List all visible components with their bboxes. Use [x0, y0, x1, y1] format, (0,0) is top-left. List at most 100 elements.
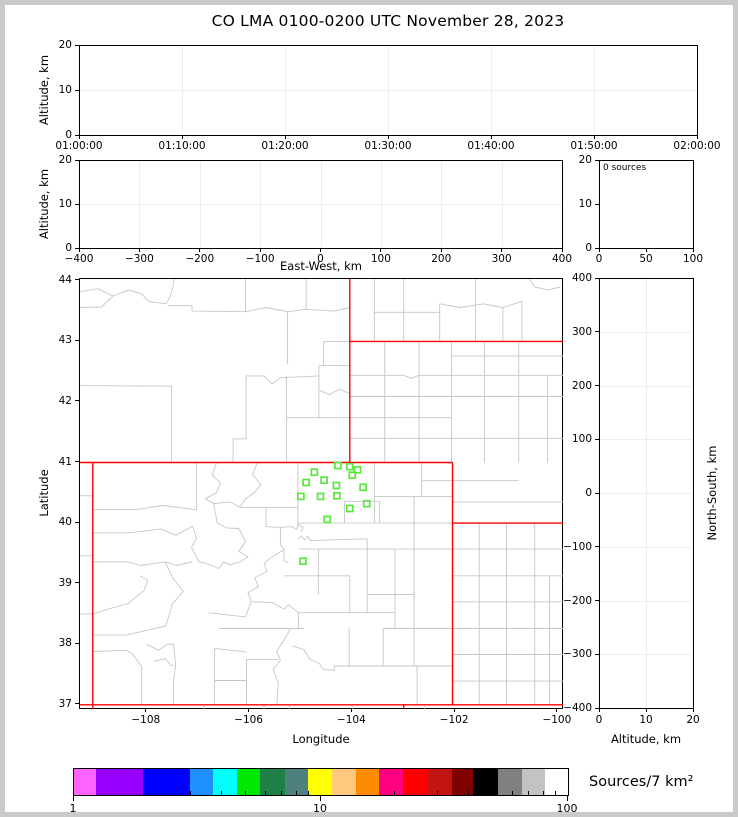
colorbar-minor-tick: [281, 791, 283, 795]
lma-source-marker: [302, 478, 310, 487]
colorbar-segment: [428, 769, 453, 795]
x-tick-label: 01:50:00: [570, 140, 618, 152]
colorbar-segment: [378, 769, 404, 795]
county-boundary: [349, 374, 563, 379]
lma-source-marker: [320, 476, 328, 484]
lma-source-marker: [310, 468, 319, 477]
y-tick-label: 100: [571, 433, 592, 446]
lma-source-marker: [316, 492, 325, 501]
x-tick-label: −400: [64, 253, 94, 265]
x-tick: [501, 248, 503, 252]
colorbar-segment: [189, 769, 213, 795]
lma-figure: CO LMA 0100-0200 UTC November 28, 2023 A…: [5, 5, 733, 815]
x-tick-label: 01:00:00: [55, 140, 103, 152]
colorbar-minor-tick: [555, 791, 557, 795]
x-tick-label: −100: [542, 714, 572, 726]
county-boundary: [251, 601, 299, 614]
map-panel: [79, 278, 563, 709]
county-boundary: [167, 305, 246, 313]
y-tick-label: 0: [585, 487, 592, 499]
gridline: [600, 331, 692, 333]
y-tick-label: 10: [58, 198, 72, 210]
colorbar-minor-tick: [146, 791, 148, 795]
county-boundary: [292, 645, 335, 671]
y-tick: [595, 277, 599, 279]
y-tick: [595, 600, 599, 601]
county-boundary: [247, 549, 285, 602]
y-tick-label: −400: [563, 702, 592, 714]
lma-source-marker: [332, 481, 341, 490]
county-boundary: [279, 527, 289, 563]
x-tick: [248, 708, 250, 712]
county-boundary: [125, 649, 143, 705]
y-tick: [595, 707, 599, 709]
y-tick-label: 40: [58, 516, 72, 529]
county-boundary: [208, 601, 252, 618]
colorbar-segment: [332, 769, 357, 795]
colorbar-segment: [284, 769, 309, 795]
county-boundary: [272, 628, 292, 705]
colorbar-minor-tick: [542, 791, 544, 795]
x-tick: [440, 248, 442, 252]
y-tick: [75, 247, 79, 249]
gridline: [600, 385, 692, 387]
county-boundary: [146, 643, 174, 651]
lma-source-marker: [345, 504, 354, 513]
colorbar-segment: [356, 769, 379, 795]
county-boundary: [92, 505, 197, 511]
county-boundary: [239, 462, 262, 508]
colorbar-minor-tick: [437, 791, 439, 795]
y-tick: [75, 159, 79, 161]
x-tick-label: 100: [682, 253, 704, 265]
y-tick: [75, 703, 79, 705]
county-boundary: [92, 649, 127, 652]
lma-source-marker: [334, 461, 342, 470]
colorbar-segment: [308, 769, 333, 795]
x-tick: [692, 248, 694, 252]
y-tick-label: 300: [571, 325, 592, 338]
county-boundary: [217, 522, 249, 563]
county-boundary: [80, 279, 175, 305]
county-boundary: [214, 647, 247, 653]
y-tick-label: 44: [58, 273, 72, 286]
x-tick-label: 01:10:00: [158, 140, 206, 152]
county-boundary: [529, 279, 561, 291]
gridline: [600, 546, 692, 548]
lma-source-marker: [323, 515, 332, 524]
x-tick: [593, 135, 595, 139]
y-tick-label: 43: [58, 334, 72, 347]
colorbar-tick: [72, 796, 74, 801]
x-tick: [320, 248, 321, 252]
x-tick: [598, 248, 600, 252]
y-tick-label: 38: [58, 637, 72, 650]
figure-title: CO LMA 0100-0200 UTC November 28, 2023: [211, 12, 565, 30]
x-tick: [259, 248, 261, 252]
y-tick: [75, 44, 79, 46]
colorado-map: [80, 279, 563, 709]
county-boundary: [213, 503, 218, 524]
y-tick-label: 42: [58, 394, 72, 407]
county-boundary: [204, 462, 241, 508]
x-tick-label: 01:20:00: [261, 140, 309, 152]
county-boundary: [265, 523, 304, 533]
colorbar-segment: [521, 769, 545, 795]
x-tick-label: 02:00:00: [673, 140, 721, 152]
colorbar-minor-tick: [492, 791, 494, 795]
colorbar-minor-tick: [511, 791, 513, 795]
y-tick-label: 37: [58, 697, 72, 710]
colorbar-minor-tick: [528, 791, 530, 795]
y-tick: [75, 89, 79, 91]
lma-source-marker: [348, 471, 357, 480]
county-boundary: [245, 307, 350, 313]
colorbar-minor-tick: [308, 791, 310, 795]
x-tick-label: −106: [234, 714, 263, 726]
longitude-axis-label: Longitude: [292, 732, 350, 746]
y-tick-label: 41: [58, 455, 72, 468]
county-boundary: [439, 300, 523, 308]
x-tick-label: −200: [185, 253, 215, 265]
y-tick-label: 20: [578, 154, 592, 166]
colorbar-minor-tick: [221, 791, 223, 795]
y-tick: [595, 385, 599, 386]
gridline: [600, 493, 692, 494]
x-tick-label: −300: [124, 253, 154, 265]
